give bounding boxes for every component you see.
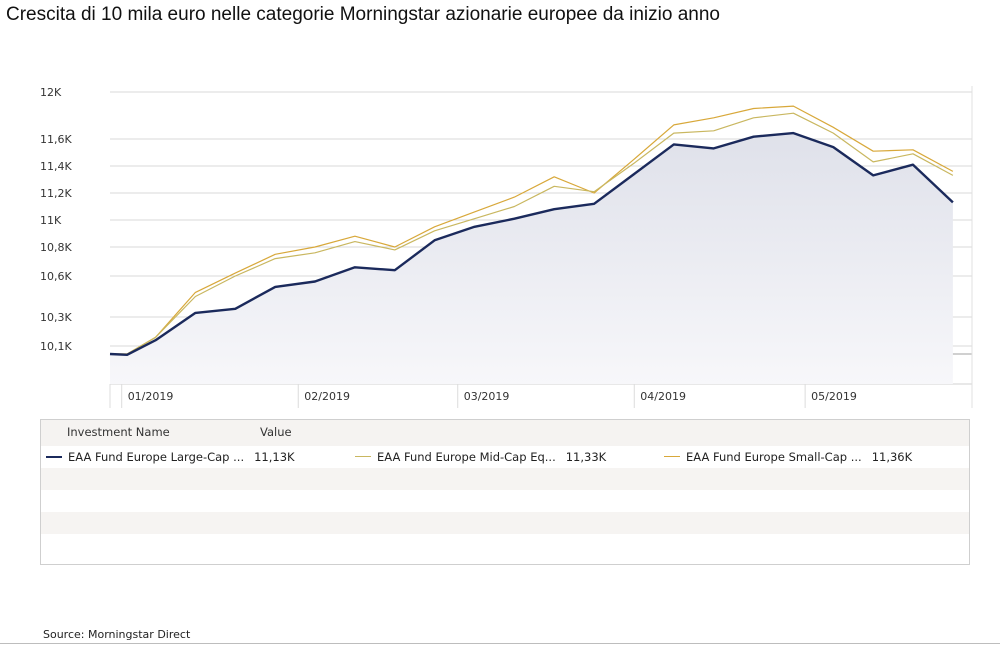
y-tick-label: 10,6K [40, 270, 72, 283]
line-chart: 10,1K 10,3K 10,6K 10,8K 11K 11,2K 11,4K 11,6K 12… [40, 86, 973, 408]
y-tick-label: 12K [40, 86, 62, 99]
legend-entry-value: 11,13K [254, 450, 295, 464]
small-cap-line [110, 105, 954, 355]
x-tick-label: 01/2019 [128, 390, 174, 403]
x-tick-label: 04/2019 [640, 390, 686, 403]
legend-header: Investment Name Value [41, 420, 969, 446]
y-tick-label: 10,3K [40, 311, 72, 324]
bottom-divider [0, 643, 1000, 644]
legend-entry-name: EAA Fund Europe Mid-Cap Eq... [377, 450, 556, 464]
x-tick-label: 05/2019 [811, 390, 857, 403]
x-tick-label: 03/2019 [464, 390, 510, 403]
y-tick-label: 10,8K [40, 241, 72, 254]
legend-entry-name: EAA Fund Europe Large-Cap ... [68, 450, 245, 464]
legend-header-value: Value [260, 425, 292, 439]
mid-cap-line [110, 112, 954, 355]
x-tick-label: 02/2019 [304, 390, 350, 403]
source-note: Source: Morningstar Direct [43, 628, 191, 641]
legend-swatch [355, 456, 371, 457]
chart-title: Crescita di 10 mila euro nelle categorie… [6, 4, 720, 25]
legend-entry-large-cap[interactable]: EAA Fund Europe Large-Cap ... 11,13K [46, 450, 295, 464]
legend-empty-row [41, 534, 969, 556]
legend-empty-row [41, 490, 969, 512]
legend-entry-name: EAA Fund Europe Small-Cap ... [686, 450, 862, 464]
large-cap-area-fill [110, 133, 953, 384]
y-tick-label: 11,4K [40, 160, 72, 173]
legend-entry-small-cap[interactable]: EAA Fund Europe Small-Cap ... 11,36K [664, 450, 912, 464]
large-cap-line [109, 131, 954, 356]
legend-row: EAA Fund Europe Large-Cap ... 11,13K EAA … [41, 446, 969, 468]
legend-header-name: Investment Name [67, 425, 170, 439]
legend-empty-row [41, 512, 969, 534]
legend-swatch [46, 455, 62, 458]
y-tick-label: 11,6K [40, 133, 72, 146]
legend-table: Investment Name Value EAA Fund Europe La… [40, 419, 970, 565]
legend-swatch [664, 456, 680, 457]
y-tick-label: 11K [40, 214, 62, 227]
y-tick-label: 10,1K [40, 340, 72, 353]
y-tick-label: 11,2K [40, 187, 72, 200]
legend-empty-row [41, 468, 969, 490]
legend-entry-mid-cap[interactable]: EAA Fund Europe Mid-Cap Eq... 11,33K [355, 450, 606, 464]
legend-entry-value: 11,36K [871, 450, 913, 464]
legend-entry-value: 11,33K [565, 450, 607, 464]
